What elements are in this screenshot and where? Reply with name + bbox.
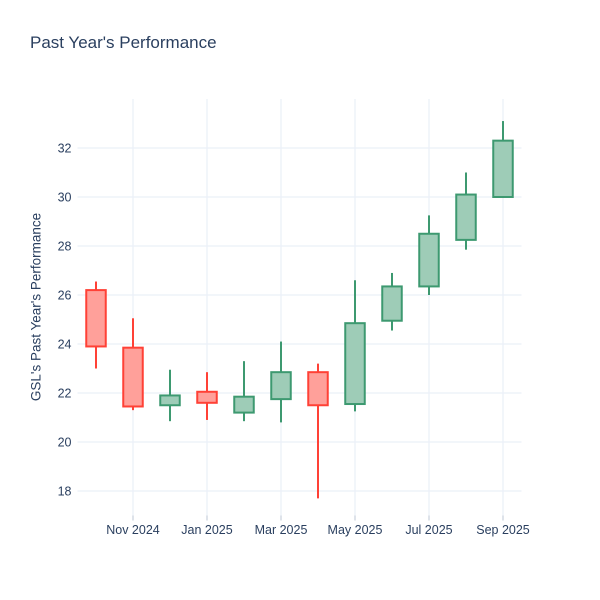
candle-body	[381, 285, 403, 322]
candle-jun-2025[interactable]	[381, 272, 403, 331]
x-tick-label-sep-2025: Sep 2025	[476, 523, 530, 537]
y-tick-label-32: 32	[58, 142, 72, 156]
y-tick-label-22: 22	[58, 387, 72, 401]
x-tick-label-jul-2025: Jul 2025	[405, 523, 452, 537]
y-tick-label-20: 20	[58, 436, 72, 450]
candle-body	[233, 395, 255, 414]
candle-body	[418, 232, 440, 288]
y-tick-label-26: 26	[58, 289, 72, 303]
y-tick-label-30: 30	[58, 191, 72, 205]
x-tick-label-mar-2025: Mar 2025	[255, 523, 308, 537]
candle-body	[122, 346, 144, 408]
candle-may-2025[interactable]	[344, 280, 366, 412]
candle-feb-2025[interactable]	[233, 361, 255, 422]
x-tick-label-nov-2024: Nov 2024	[106, 523, 160, 537]
candle-body	[85, 289, 107, 348]
candle-mar-2025[interactable]	[270, 341, 292, 423]
x-tick-label-jan-2025: Jan 2025	[181, 523, 232, 537]
candle-aug-2025[interactable]	[455, 172, 477, 250]
candle-sep-2025[interactable]	[492, 121, 514, 198]
y-tick-label-28: 28	[58, 240, 72, 254]
candle-body	[492, 139, 514, 198]
candle-nov-2024[interactable]	[122, 318, 144, 411]
candle-jul-2025[interactable]	[418, 215, 440, 295]
y-tick-label-18: 18	[58, 485, 72, 499]
candle-body	[455, 193, 477, 241]
candle-body	[344, 322, 366, 406]
candle-body	[307, 371, 329, 407]
candle-dec-2024[interactable]	[159, 369, 181, 422]
candle-apr-2025[interactable]	[307, 363, 329, 499]
candle-body	[196, 390, 218, 404]
x-tick-label-may-2025: May 2025	[328, 523, 383, 537]
candle-oct-2024[interactable]	[85, 281, 107, 369]
y-tick-label-24: 24	[58, 338, 72, 352]
candle-body	[159, 394, 181, 407]
chart-title: Past Year's Performance	[30, 33, 217, 52]
candle-jan-2025[interactable]	[196, 372, 218, 420]
candle-body	[270, 371, 292, 401]
